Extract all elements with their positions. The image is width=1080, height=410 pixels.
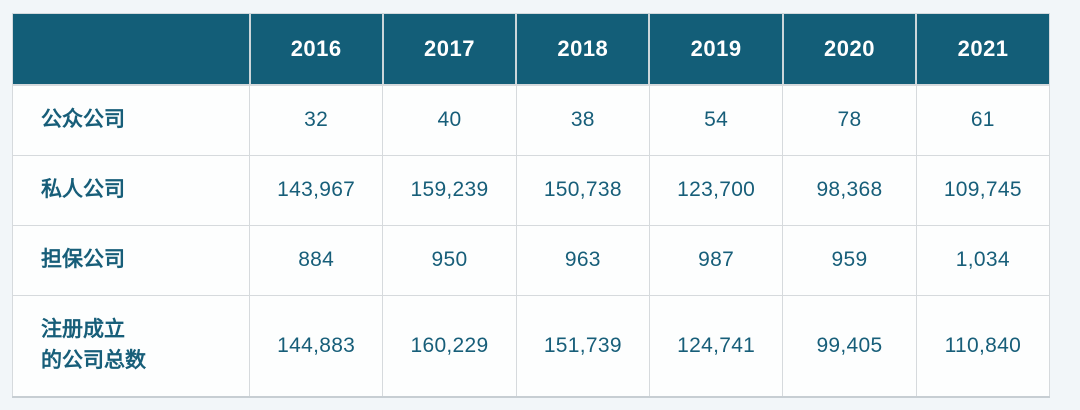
- row-label-public-companies: 公众公司: [12, 84, 250, 156]
- table-row-guarantee-companies: 担保公司 884 950 963 987 959 1,034: [12, 224, 1051, 296]
- row-label-total-incorporated: 注册成立 的公司总数: [12, 294, 250, 398]
- cell-guarantee-2016: 884: [248, 224, 384, 296]
- cell-total-2021: 110,840: [915, 294, 1051, 398]
- row-label-text: 担保公司: [41, 247, 125, 271]
- cell-guarantee-2018: 963: [515, 224, 650, 296]
- cell-private-2016: 143,967: [248, 154, 384, 226]
- row-label-text-line1: 注册成立: [41, 318, 125, 342]
- cell-guarantee-2020: 959: [782, 224, 917, 296]
- cell-public-2020: 78: [782, 84, 917, 156]
- table-header: 2016 2017 2018 2019 2020 2021: [12, 13, 1051, 86]
- cell-public-2018: 38: [515, 84, 650, 156]
- row-label-text: 公众公司: [41, 108, 125, 132]
- column-header-2017: 2017: [382, 13, 518, 86]
- cell-public-2021: 61: [915, 84, 1051, 156]
- company-registration-table-container: 2016 2017 2018 2019 2020 2021 公众公司 32 40…: [12, 13, 1051, 398]
- cell-guarantee-2019: 987: [648, 224, 784, 296]
- cell-total-2020: 99,405: [782, 294, 917, 398]
- cell-public-2017: 40: [382, 84, 517, 156]
- cell-guarantee-2017: 950: [382, 224, 517, 296]
- header-row: 2016 2017 2018 2019 2020 2021: [12, 13, 1051, 86]
- row-label-text: 私人公司: [41, 177, 125, 201]
- cell-private-2020: 98,368: [782, 154, 917, 226]
- row-label-text-line2: 的公司总数: [41, 348, 146, 372]
- cell-private-2018: 150,738: [515, 154, 650, 226]
- cell-private-2021: 109,745: [915, 154, 1051, 226]
- column-header-2016: 2016: [249, 13, 384, 86]
- cell-private-2017: 159,239: [382, 154, 517, 226]
- table-row-total-incorporated: 注册成立 的公司总数 144,883 160,229 151,739 124,7…: [12, 294, 1051, 398]
- table-row-private-companies: 私人公司 143,967 159,239 150,738 123,700 98,…: [12, 154, 1051, 226]
- column-header-2020: 2020: [782, 13, 918, 86]
- corner-cell: [12, 13, 251, 86]
- column-header-2018: 2018: [516, 13, 651, 86]
- cell-total-2016: 144,883: [248, 294, 384, 398]
- company-registration-table: 2016 2017 2018 2019 2020 2021 公众公司 32 40…: [12, 13, 1051, 398]
- column-header-2019: 2019: [649, 13, 784, 86]
- table-body: 公众公司 32 40 38 54 78 61 私人公司 143,967 159,…: [12, 84, 1051, 398]
- row-label-private-companies: 私人公司: [12, 154, 250, 226]
- cell-total-2019: 124,741: [648, 294, 784, 398]
- cell-private-2019: 123,700: [648, 154, 784, 226]
- cell-guarantee-2021: 1,034: [915, 224, 1051, 296]
- column-header-2021: 2021: [916, 13, 1051, 86]
- row-label-guarantee-companies: 担保公司: [12, 224, 250, 296]
- table-row-public-companies: 公众公司 32 40 38 54 78 61: [12, 84, 1051, 156]
- cell-total-2018: 151,739: [515, 294, 650, 398]
- cell-public-2019: 54: [648, 84, 784, 156]
- cell-total-2017: 160,229: [382, 294, 517, 398]
- cell-public-2016: 32: [248, 84, 384, 156]
